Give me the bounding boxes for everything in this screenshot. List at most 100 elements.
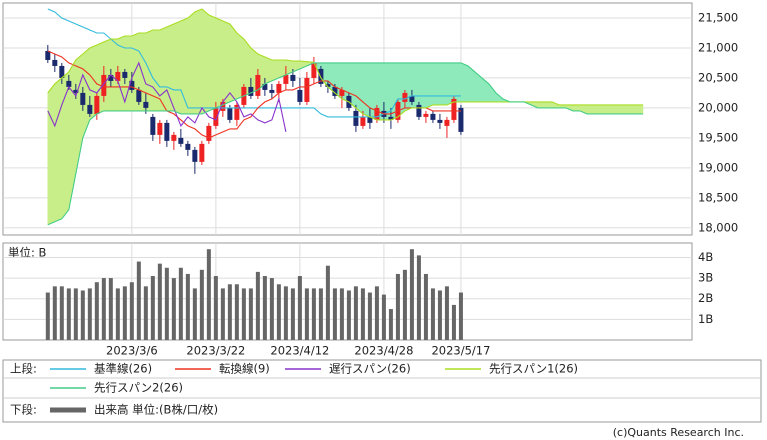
- copyright: (c)Quants Research Inc.: [613, 426, 744, 439]
- candle-body: [360, 116, 366, 126]
- indicator-line: [47, 8, 461, 118]
- y-tick-label: 18,000: [698, 220, 738, 234]
- candle-body: [234, 104, 240, 120]
- candle-body: [367, 116, 373, 123]
- volume-bar: [164, 267, 169, 340]
- candle-body: [318, 68, 324, 84]
- volume-bar: [178, 267, 183, 340]
- cloud-fill: [621, 104, 630, 115]
- volume-bar: [367, 292, 372, 340]
- candle-body: [339, 89, 345, 96]
- volume-bar: [283, 286, 288, 340]
- volume-bar: [80, 290, 85, 340]
- y-tick-label: 4B: [698, 250, 713, 264]
- volume-bar: [101, 278, 106, 340]
- candle-body: [129, 80, 135, 90]
- cloud-fill: [607, 104, 616, 115]
- volume-bar: [136, 261, 141, 340]
- volume-bar: [276, 284, 281, 340]
- volume-bar: [332, 288, 337, 340]
- volume-bar: [311, 288, 316, 340]
- candle-body: [213, 107, 219, 126]
- indicator-line: [47, 62, 643, 226]
- volume-bar: [220, 288, 225, 340]
- volume-bar: [297, 276, 302, 340]
- candle-body: [199, 143, 205, 162]
- candle-body: [374, 107, 380, 120]
- volume-bar: [255, 271, 260, 340]
- x-tick-label: 2023/3/22: [186, 344, 245, 358]
- cloud-fill: [544, 101, 553, 109]
- candle-body: [409, 95, 415, 102]
- cloud-fill: [208, 14, 217, 112]
- cloud-fill: [628, 104, 637, 115]
- volume-bar: [185, 273, 190, 340]
- y-tick-label: 2B: [698, 291, 713, 305]
- candle-body: [101, 74, 107, 96]
- candle-body: [276, 83, 282, 93]
- y-tick-label: 18,500: [698, 190, 738, 204]
- candle-body: [80, 92, 86, 105]
- y-tick-label: 1B: [698, 312, 713, 326]
- volume-bar: [206, 249, 211, 340]
- cloud-fill: [47, 83, 56, 226]
- volume-bar: [353, 286, 358, 340]
- volume-bar: [192, 288, 197, 340]
- volume-bar: [290, 288, 295, 340]
- candle-body: [416, 104, 422, 117]
- legend-upper-label: 上段:: [10, 362, 37, 376]
- candle-body: [73, 89, 79, 93]
- volume-bar: [304, 288, 309, 340]
- candle-body: [220, 101, 226, 111]
- candle-body: [52, 59, 58, 66]
- volume-bar: [94, 282, 99, 340]
- cloud-fill: [418, 62, 427, 109]
- candle-body: [87, 104, 93, 114]
- cloud-fill: [159, 26, 168, 112]
- volume-bar: [171, 278, 176, 340]
- candle-body: [283, 74, 289, 84]
- indicator-line: [47, 61, 287, 133]
- legend-lower-label: 下段:: [10, 403, 37, 417]
- volume-bar: [381, 294, 386, 340]
- candle-body: [248, 86, 254, 96]
- volume-bar: [241, 288, 246, 340]
- candle-body: [402, 92, 408, 102]
- legend-label: 基準線(26): [94, 362, 152, 376]
- volume-bar: [129, 282, 134, 340]
- cloud-fill: [222, 20, 231, 106]
- candle-body: [262, 83, 268, 90]
- candle-body: [290, 74, 296, 81]
- cloud-fill: [355, 62, 364, 115]
- candle-body: [458, 107, 464, 132]
- upper-panel: [2, 2, 693, 236]
- legend-label: 遅行スパン(26): [329, 362, 411, 376]
- cloud-fill: [460, 62, 469, 103]
- volume-bar: [346, 290, 351, 340]
- volume-bar: [234, 284, 239, 340]
- candle-body: [297, 89, 303, 102]
- cloud-fill: [194, 8, 203, 115]
- cloud-fill: [229, 23, 238, 103]
- y-tick-label: 19,000: [698, 160, 738, 174]
- y-tick-label: 20,500: [698, 70, 738, 84]
- volume-bar: [430, 288, 435, 340]
- volume-bar: [409, 249, 414, 340]
- volume-bar: [374, 286, 379, 340]
- volume-bar: [115, 288, 120, 340]
- candle-body: [59, 65, 65, 78]
- volume-bar: [402, 269, 407, 340]
- indicator-line: [47, 50, 461, 139]
- candle-body: [185, 143, 191, 150]
- indicator-line: [47, 8, 643, 121]
- cloud-fill: [600, 104, 609, 115]
- cloud-fill: [362, 62, 371, 118]
- cloud-fill: [201, 8, 210, 115]
- candle-body: [45, 50, 51, 60]
- volume-bar: [150, 276, 155, 340]
- volume-bar: [87, 288, 92, 340]
- y-tick-label: 21,000: [698, 40, 738, 54]
- x-tick-label: 2023/5/17: [431, 344, 490, 358]
- y-tick-label: 21,500: [698, 10, 738, 24]
- cloud-fill: [446, 62, 455, 106]
